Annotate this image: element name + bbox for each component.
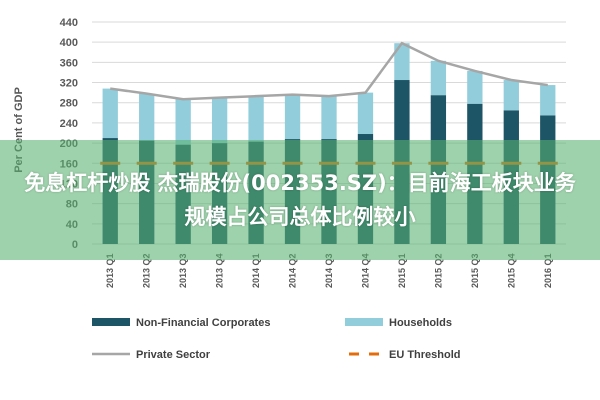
legend-swatch	[92, 318, 130, 326]
bar-households	[540, 85, 556, 116]
overlay-text: 免息杠杆炒股 杰瑞股份(002353.SZ)：目前海工板块业务规模占公司总体比例…	[24, 171, 576, 229]
y-tick-label: 360	[60, 57, 78, 69]
bar-households	[467, 70, 483, 104]
legend-label: Private Sector	[136, 349, 211, 361]
x-tick-label: 2013 Q2	[142, 253, 152, 288]
x-tick-label: 2014 Q4	[360, 253, 370, 288]
private-sector-line-path	[110, 41, 548, 101]
bar-households	[175, 99, 191, 145]
bar-households	[102, 88, 118, 139]
y-tick-label: 320	[60, 78, 78, 90]
x-tick-label: 2015 Q4	[506, 253, 516, 288]
x-tick-label: 2013 Q4	[215, 253, 225, 288]
bar-households	[211, 97, 228, 144]
legend-label: EU Threshold	[389, 349, 461, 361]
bar-households	[357, 92, 374, 135]
x-tick-label: 2015 Q1	[397, 253, 407, 288]
x-tick-label: 2015 Q2	[433, 253, 443, 288]
x-tick-label: 2013 Q1	[105, 253, 115, 288]
x-tick-label: 2016 Q1	[543, 253, 553, 288]
bar-households	[503, 80, 519, 111]
bar-households	[284, 94, 301, 140]
legend-label: Non-Financial Corporates	[136, 317, 270, 329]
y-tick-label: 240	[60, 118, 78, 130]
y-tick-label: 280	[60, 98, 78, 110]
legend-label: Households	[389, 317, 452, 329]
bar-households	[139, 93, 155, 141]
x-tick-label: 2015 Q3	[470, 253, 480, 288]
overlay-banner: 免息杠杆炒股 杰瑞股份(002353.SZ)：目前海工板块业务规模占公司总体比例…	[0, 140, 600, 260]
bar-households	[394, 43, 410, 81]
x-tick-label: 2014 Q3	[324, 253, 334, 288]
legend: Non-Financial Corporates Households Privat…	[92, 317, 461, 361]
x-tick-label: 2013 Q3	[178, 253, 188, 288]
x-tick-label: 2014 Q1	[251, 253, 261, 288]
legend-swatch	[345, 318, 383, 326]
y-tick-label: 400	[60, 37, 78, 49]
x-tick-label: 2014 Q2	[288, 253, 298, 288]
bar-households	[321, 96, 337, 140]
bar-households	[248, 96, 264, 142]
private-sector-line	[110, 41, 548, 101]
y-tick-label: 440	[60, 17, 78, 29]
bar-households	[430, 60, 447, 96]
x-tick-labels: 2013 Q1 2013 Q2 2013 Q3 2013 Q4 2014 Q1 2014 …	[105, 253, 553, 288]
